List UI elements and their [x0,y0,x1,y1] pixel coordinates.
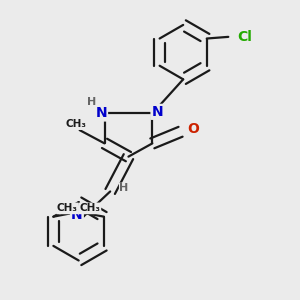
Text: CH₃: CH₃ [57,203,78,213]
Text: N: N [95,106,107,121]
Text: CH₃: CH₃ [66,119,87,129]
Text: N: N [152,105,163,119]
Text: H: H [119,183,129,193]
Text: CH₃: CH₃ [80,203,100,213]
Text: N: N [71,208,83,222]
Text: H: H [87,97,96,107]
Text: O: O [187,122,199,136]
Text: Cl: Cl [237,30,252,44]
